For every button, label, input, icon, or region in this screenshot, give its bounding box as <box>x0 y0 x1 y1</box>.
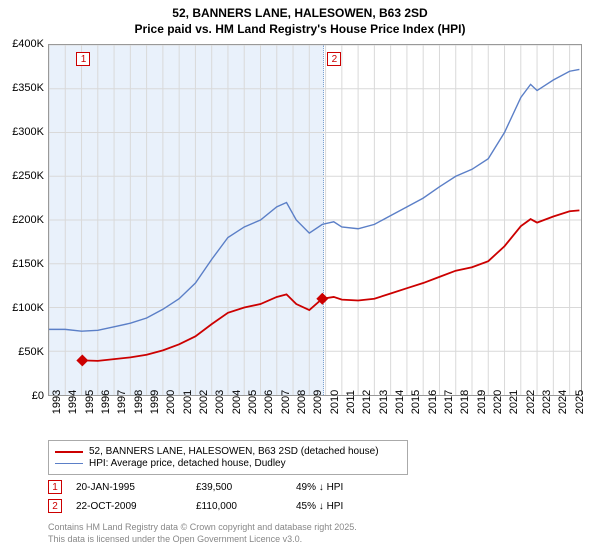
x-tick-label: 2007 <box>280 390 292 414</box>
title-line-1: 52, BANNERS LANE, HALESOWEN, B63 2SD <box>0 6 600 22</box>
y-tick-label: £250K <box>12 170 44 182</box>
event-col: £39,500 <box>196 482 296 493</box>
marker-label: 2 <box>327 52 341 66</box>
chart-svg <box>49 45 581 395</box>
attribution-line-2: This data is licensed under the Open Gov… <box>48 534 357 546</box>
x-tick-label: 2002 <box>198 390 210 414</box>
attribution-line-1: Contains HM Land Registry data © Crown c… <box>48 522 357 534</box>
marker-label: 1 <box>76 52 90 66</box>
x-tick-label: 2008 <box>296 390 308 414</box>
x-tick-label: 2012 <box>361 390 373 414</box>
x-tick-label: 2018 <box>459 390 471 414</box>
y-axis: £0£50K£100K£150K£200K£250K£300K£350K£400… <box>0 44 46 396</box>
legend-label: 52, BANNERS LANE, HALESOWEN, B63 2SD (de… <box>89 446 379 457</box>
legend-swatch <box>55 451 83 453</box>
event-marker-icon: 2 <box>48 499 62 513</box>
x-tick-label: 1996 <box>100 390 112 414</box>
y-tick-label: £200K <box>12 214 44 226</box>
event-row: 2 22-OCT-2009£110,00045% ↓ HPI <box>48 499 396 513</box>
x-tick-label: 2010 <box>329 390 341 414</box>
legend-item: 52, BANNERS LANE, HALESOWEN, B63 2SD (de… <box>55 446 401 457</box>
y-tick-label: £100K <box>12 302 44 314</box>
y-tick-label: £150K <box>12 258 44 270</box>
x-tick-label: 2020 <box>492 390 504 414</box>
x-tick-label: 2009 <box>312 390 324 414</box>
event-col: 49% ↓ HPI <box>296 482 396 493</box>
x-tick-label: 2001 <box>182 390 194 414</box>
chart-container: 52, BANNERS LANE, HALESOWEN, B63 2SD Pri… <box>0 0 600 560</box>
event-col: 20-JAN-1995 <box>76 482 196 493</box>
x-tick-label: 2015 <box>410 390 422 414</box>
attribution-text: Contains HM Land Registry data © Crown c… <box>48 522 357 545</box>
title-line-2: Price paid vs. HM Land Registry's House … <box>0 22 600 38</box>
x-tick-label: 2021 <box>508 390 520 414</box>
legend-item: HPI: Average price, detached house, Dudl… <box>55 458 401 469</box>
x-tick-label: 1995 <box>84 390 96 414</box>
x-tick-label: 2003 <box>214 390 226 414</box>
x-tick-label: 2025 <box>574 390 586 414</box>
y-tick-label: £50K <box>18 346 44 358</box>
x-tick-label: 2013 <box>378 390 390 414</box>
x-tick-label: 2014 <box>394 390 406 414</box>
x-tick-label: 1999 <box>149 390 161 414</box>
x-axis: 1993199419951996199719981999200020012002… <box>48 398 582 438</box>
x-tick-label: 1994 <box>67 390 79 414</box>
chart-title: 52, BANNERS LANE, HALESOWEN, B63 2SD Pri… <box>0 0 600 37</box>
event-marker-icon: 1 <box>48 480 62 494</box>
event-row: 1 20-JAN-1995£39,50049% ↓ HPI <box>48 480 396 494</box>
x-tick-label: 2006 <box>263 390 275 414</box>
x-tick-label: 2005 <box>247 390 259 414</box>
event-col: £110,000 <box>196 501 296 512</box>
y-tick-label: £400K <box>12 38 44 50</box>
x-tick-label: 2023 <box>541 390 553 414</box>
event-col: 45% ↓ HPI <box>296 501 396 512</box>
x-tick-label: 2004 <box>231 390 243 414</box>
x-tick-label: 2016 <box>427 390 439 414</box>
y-tick-label: £350K <box>12 82 44 94</box>
x-tick-label: 1997 <box>116 390 128 414</box>
x-tick-label: 2017 <box>443 390 455 414</box>
y-tick-label: £300K <box>12 126 44 138</box>
x-tick-label: 1998 <box>133 390 145 414</box>
x-tick-label: 2011 <box>345 390 357 414</box>
event-col: 22-OCT-2009 <box>76 501 196 512</box>
legend: 52, BANNERS LANE, HALESOWEN, B63 2SD (de… <box>48 440 408 475</box>
x-tick-label: 1993 <box>51 390 63 414</box>
legend-label: HPI: Average price, detached house, Dudl… <box>89 458 286 469</box>
marker-diamond <box>76 354 88 366</box>
x-tick-label: 2024 <box>557 390 569 414</box>
series-hpi <box>49 69 579 331</box>
y-tick-label: £0 <box>32 390 44 402</box>
x-tick-label: 2022 <box>525 390 537 414</box>
x-tick-label: 2000 <box>165 390 177 414</box>
legend-swatch <box>55 463 83 464</box>
x-tick-label: 2019 <box>476 390 488 414</box>
event-markers-table: 1 20-JAN-1995£39,50049% ↓ HPI 2 22-OCT-2009… <box>48 480 396 518</box>
plot-area: 12 <box>48 44 582 396</box>
